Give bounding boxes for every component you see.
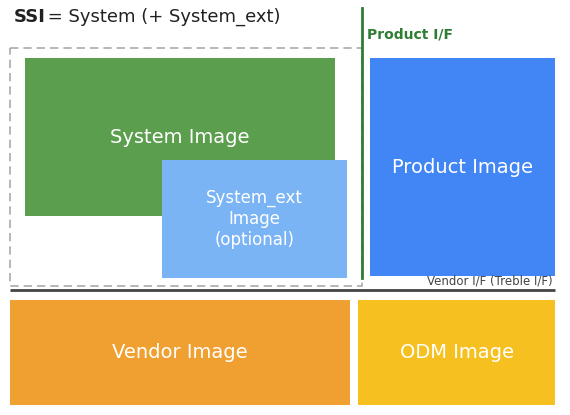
Bar (10, 300, 350, 405)
Bar (162, 160, 347, 278)
Bar (370, 58, 555, 276)
Text: System Image: System Image (110, 127, 250, 146)
Bar (10, 48, 362, 286)
Text: Product I/F: Product I/F (367, 28, 453, 42)
Text: SSI: SSI (14, 8, 46, 26)
Text: Product Image: Product Image (392, 158, 533, 176)
Text: Vendor I/F (Treble I/F): Vendor I/F (Treble I/F) (428, 274, 553, 287)
Bar (358, 300, 555, 405)
Bar (25, 58, 335, 216)
Text: ODM Image: ODM Image (400, 343, 514, 362)
Text: = System (+ System_ext): = System (+ System_ext) (42, 8, 280, 26)
Text: System_ext
Image
(optional): System_ext Image (optional) (206, 189, 303, 249)
Text: Vendor Image: Vendor Image (112, 343, 248, 362)
